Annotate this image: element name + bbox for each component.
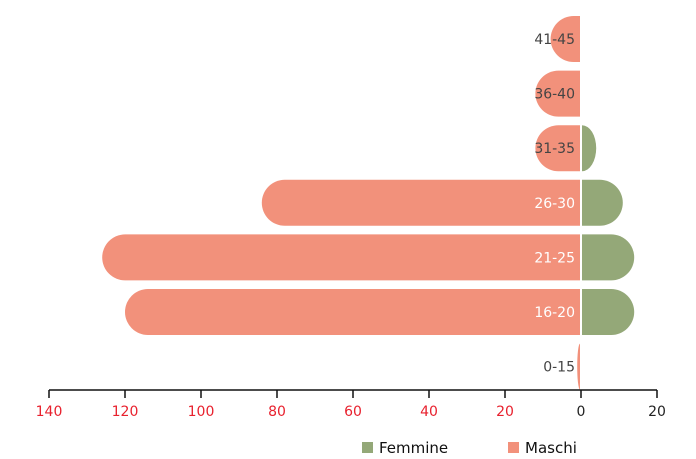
x-tick-label: 40 (420, 404, 438, 420)
x-tick-label: 100 (188, 404, 215, 420)
x-tick-label: 20 (648, 404, 666, 420)
bar-maschi-26-30 (261, 179, 580, 226)
legend: Femmine Maschi (362, 439, 577, 457)
x-tick-label: 0 (577, 404, 586, 420)
category-label-41-45: 41-45 (534, 32, 575, 48)
bar-femmine-26-30 (582, 179, 623, 226)
legend-label-maschi: Maschi (525, 439, 577, 457)
bar-maschi-41-45 (550, 16, 580, 62)
category-label-21-25: 21-25 (534, 250, 575, 266)
bars-layer (102, 16, 635, 390)
category-label-26-30: 26-30 (534, 196, 575, 212)
category-label-31-35: 31-35 (534, 141, 575, 157)
bar-maschi-31-35 (535, 125, 580, 172)
bar-femmine-16-20 (582, 289, 635, 335)
x-tick-label: 140 (36, 404, 63, 420)
x-axis: 140 120 100 80 60 40 20 0 20 (36, 389, 666, 420)
bar-femmine-21-25 (582, 234, 635, 281)
category-label-16-20: 16-20 (534, 305, 575, 321)
category-label-0-15: 0-15 (543, 360, 575, 376)
legend-swatch-maschi (508, 442, 519, 453)
x-tick-label: 120 (112, 404, 139, 420)
category-labels-layer: 41-45 36-40 31-35 26-30 21-25 16-20 0-15 (534, 32, 575, 376)
bar-femmine-31-35 (582, 125, 597, 172)
category-label-36-40: 36-40 (534, 87, 575, 103)
legend-label-femmine: Femmine (379, 439, 448, 457)
x-tick-label: 20 (496, 404, 514, 420)
bar-maschi-16-20 (125, 289, 580, 335)
x-tick-label: 60 (344, 404, 362, 420)
bar-maschi-21-25 (102, 234, 580, 281)
bar-maschi-0-15 (577, 343, 580, 390)
legend-swatch-femmine (362, 442, 373, 453)
bar-maschi-36-40 (535, 70, 580, 117)
x-tick-label: 80 (268, 404, 286, 420)
